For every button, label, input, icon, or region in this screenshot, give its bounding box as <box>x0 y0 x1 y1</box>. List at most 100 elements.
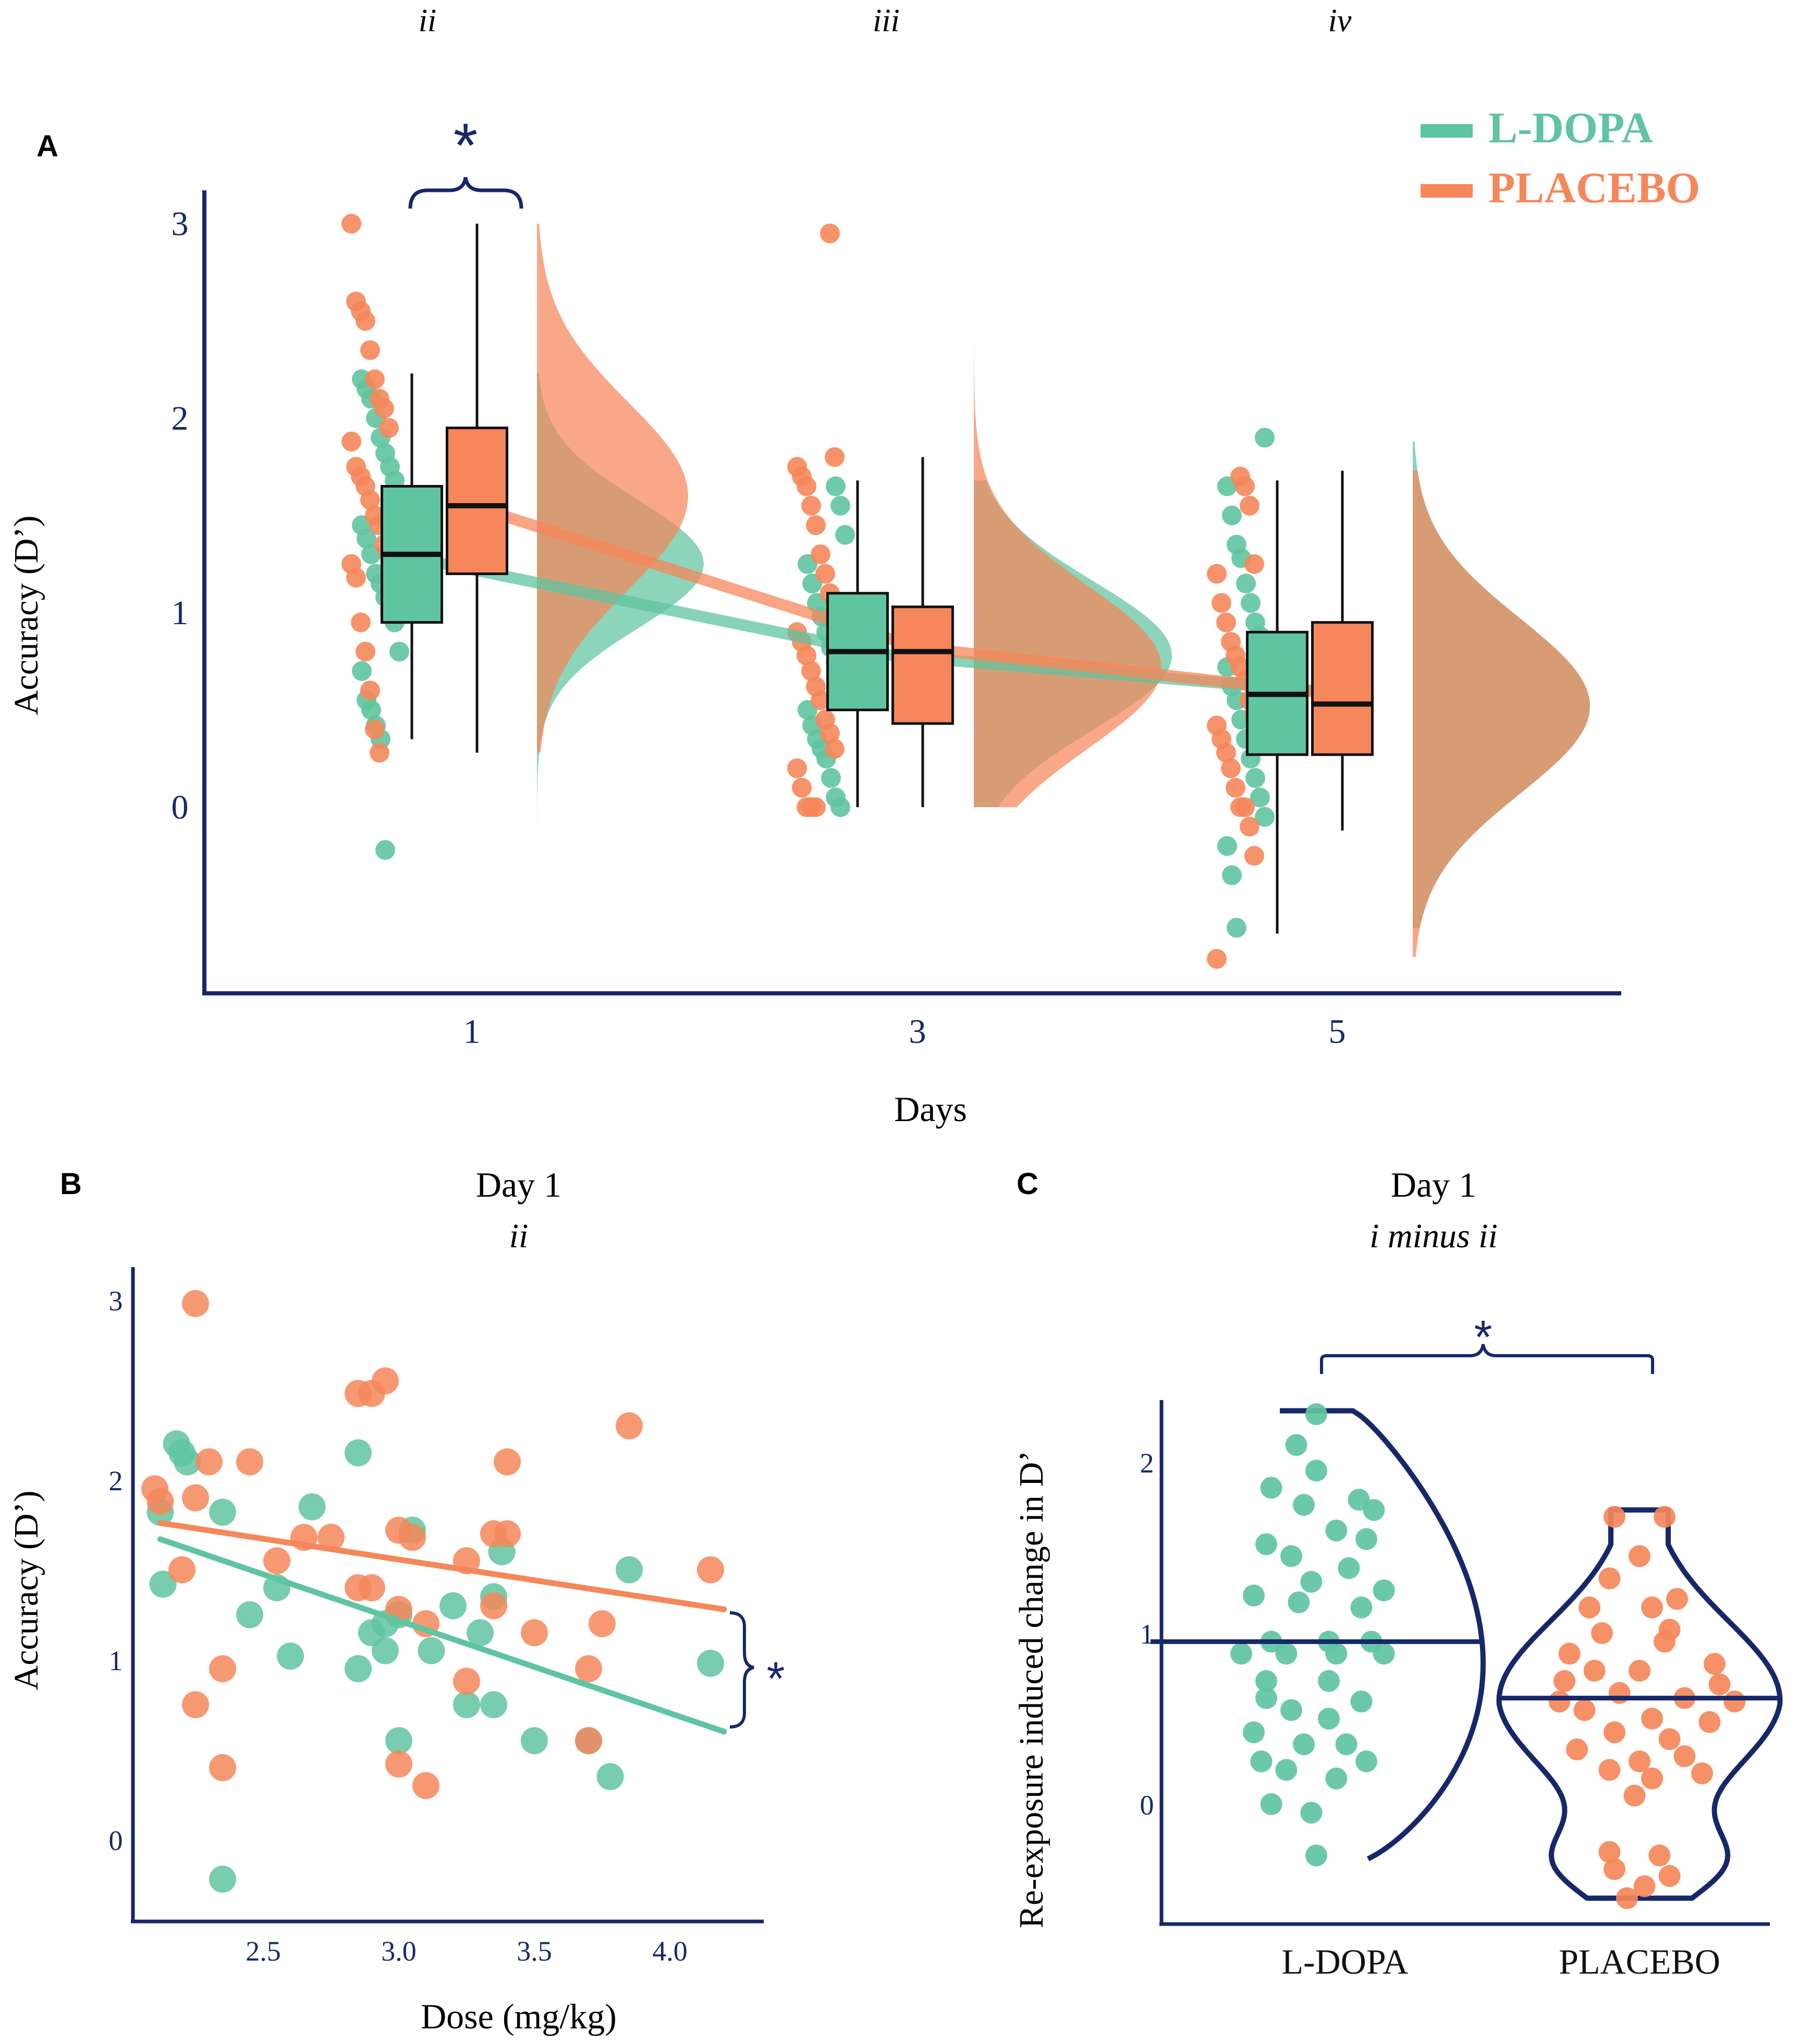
c-point-placebo <box>1641 1708 1663 1730</box>
a-point-placebo <box>374 398 394 419</box>
a-point-placebo <box>379 418 399 438</box>
c-point-l-dopa <box>1280 1699 1302 1721</box>
b-point-l-dopa <box>372 1637 399 1664</box>
panel-c-label: C <box>1017 1167 1038 1201</box>
c-point-l-dopa <box>1260 1477 1282 1499</box>
c-point-placebo <box>1604 1721 1625 1744</box>
b-subtitle: ii <box>509 1217 529 1255</box>
a-point-placebo <box>356 311 375 331</box>
a-point-l-dopa <box>1255 428 1275 448</box>
c-y-ticks: 0 1 2 <box>1140 1447 1154 1821</box>
b-point-placebo <box>616 1412 643 1440</box>
c-y-axis-title: Re-exposure induced change in D’ <box>1012 1451 1050 1928</box>
a-point-l-dopa <box>361 700 381 720</box>
c-point-placebo <box>1641 1596 1663 1619</box>
legend-placebo-label: PLACEBO <box>1488 164 1700 212</box>
a-y-tick-label: 3 <box>172 205 189 243</box>
c-violin-placebo <box>1496 1507 1783 1901</box>
a-point-placebo <box>351 612 371 632</box>
b-point-placebo <box>494 1448 521 1476</box>
b-regression-lines <box>157 1520 727 1735</box>
a-point-l-dopa <box>835 525 855 545</box>
c-point-l-dopa <box>1280 1545 1302 1567</box>
b-y-tick-label: 2 <box>109 1465 123 1496</box>
c-title: Day 1 <box>1391 1165 1476 1204</box>
a-point-l-dopa <box>1217 836 1237 856</box>
a-point-l-dopa <box>1236 574 1256 594</box>
a-point-placebo <box>825 447 845 467</box>
a-point-placebo <box>1226 777 1245 798</box>
b-x-tick-label: 2.5 <box>246 1936 281 1967</box>
a-x-tick-label: 1 <box>463 1013 481 1051</box>
legend: L-DOPA PLACEBO <box>1421 104 1700 212</box>
c-point-l-dopa <box>1325 1642 1348 1665</box>
c-point-l-dopa <box>1338 1557 1360 1579</box>
c-point-placebo <box>1583 1660 1606 1682</box>
c-point-placebo <box>1666 1588 1688 1610</box>
a-point-placebo <box>797 646 816 666</box>
c-point-placebo <box>1558 1642 1581 1665</box>
b-data-points <box>141 1289 724 1893</box>
c-point-placebo <box>1698 1711 1721 1733</box>
a-point-placebo <box>365 369 385 390</box>
a-point-placebo <box>806 515 826 536</box>
panel-a-label: A <box>36 129 58 163</box>
a-point-l-dopa <box>830 797 850 817</box>
c-point-placebo <box>1554 1670 1575 1692</box>
a-density-clouds <box>537 224 1590 957</box>
b-point-l-dopa <box>521 1727 548 1755</box>
c-point-l-dopa <box>1288 1591 1310 1613</box>
a-point-placebo <box>787 758 807 778</box>
b-point-placebo <box>182 1484 209 1512</box>
b-point-placebo <box>589 1610 616 1637</box>
a-point-placebo <box>801 495 821 516</box>
a-point-placebo <box>370 743 389 763</box>
b-point-placebo <box>195 1448 223 1476</box>
a-point-placebo <box>1216 612 1236 632</box>
c-point-l-dopa <box>1355 1750 1377 1772</box>
b-point-l-dopa <box>236 1601 263 1628</box>
c-y-tick-label: 2 <box>1140 1447 1154 1479</box>
b-point-l-dopa <box>697 1649 724 1677</box>
b-point-placebo <box>358 1574 385 1601</box>
b-point-l-dopa <box>345 1655 372 1683</box>
b-y-axis-title: Accuracy (D’) <box>7 1491 45 1690</box>
b-point-placebo <box>697 1556 724 1584</box>
panel-b-label: B <box>60 1167 82 1201</box>
b-x-axis-title: Dose (mg/kg) <box>421 1997 617 2036</box>
c-point-l-dopa <box>1255 1670 1277 1692</box>
a-point-placebo <box>360 680 380 701</box>
c-point-l-dopa <box>1305 1844 1327 1867</box>
a-point-placebo <box>365 719 385 739</box>
a-point-placebo <box>346 567 366 588</box>
top-label-ii: ii <box>419 3 436 39</box>
c-point-l-dopa <box>1318 1670 1340 1692</box>
a-point-placebo <box>341 431 361 452</box>
a-point-placebo <box>1235 476 1255 496</box>
c-violins <box>1151 1403 1783 1909</box>
a-cloud-placebo-day3 <box>974 233 1161 808</box>
c-point-placebo <box>1573 1699 1596 1721</box>
a-point-placebo <box>801 661 821 681</box>
a-x-ticks: 1 3 5 <box>463 1013 1346 1051</box>
c-point-l-dopa <box>1325 1519 1348 1542</box>
c-point-l-dopa <box>1243 1584 1265 1607</box>
c-point-placebo <box>1691 1762 1713 1784</box>
a-x-tick-label: 3 <box>909 1013 926 1051</box>
a-point-placebo <box>792 777 812 798</box>
b-point-l-dopa <box>453 1691 480 1719</box>
c-subtitle: i minus ii <box>1369 1217 1498 1255</box>
c-point-placebo <box>1608 1682 1631 1704</box>
b-point-l-dopa <box>596 1763 624 1791</box>
b-point-l-dopa <box>418 1637 445 1664</box>
a-point-placebo <box>1221 758 1241 778</box>
b-point-placebo <box>209 1754 236 1781</box>
c-point-placebo <box>1723 1690 1746 1713</box>
b-point-l-dopa <box>277 1642 304 1670</box>
a-point-l-dopa <box>1222 865 1242 885</box>
b-point-placebo <box>146 1488 174 1515</box>
a-box-placebo-day3 <box>891 605 954 725</box>
c-point-l-dopa <box>1325 1767 1348 1790</box>
a-point-l-dopa <box>375 840 395 860</box>
c-significance-star: * <box>1474 1311 1492 1364</box>
